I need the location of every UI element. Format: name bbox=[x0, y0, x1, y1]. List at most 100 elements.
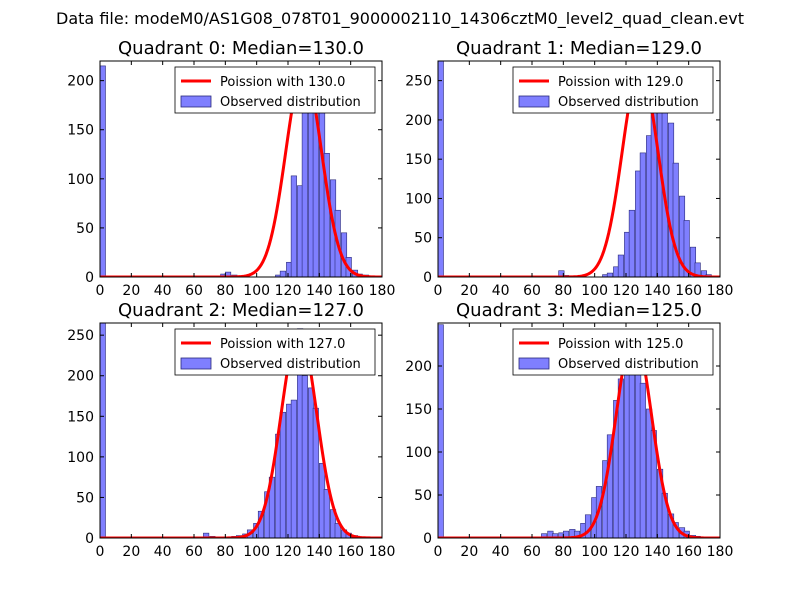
x-tick-label: 40 bbox=[492, 283, 510, 299]
figure-suptitle: Data file: modeM0/AS1G08_078T01_90000021… bbox=[56, 9, 744, 28]
x-tick-label: 120 bbox=[275, 544, 302, 560]
legend-bar-swatch bbox=[518, 357, 550, 370]
legend: Poission with 130.0 Observed distribution bbox=[174, 66, 376, 114]
y-tick-label: 150 bbox=[67, 409, 94, 425]
histogram-bar bbox=[334, 523, 341, 538]
x-tick-label: 100 bbox=[243, 544, 270, 560]
panel-title: Quadrant 1: Median=129.0 bbox=[456, 38, 702, 59]
histogram-bar bbox=[100, 323, 106, 538]
x-tick-label: 180 bbox=[369, 283, 396, 299]
histogram-bar bbox=[672, 162, 679, 277]
histogram-bar bbox=[290, 175, 297, 277]
y-tick-label: 100 bbox=[405, 445, 432, 461]
x-tick-label: 20 bbox=[460, 283, 478, 299]
panel-title: Quadrant 0: Median=130.0 bbox=[118, 38, 364, 59]
x-tick-label: 180 bbox=[707, 544, 734, 560]
x-tick-label: 0 bbox=[96, 283, 105, 299]
x-tick-label: 140 bbox=[306, 544, 333, 560]
quadrant-2-panel: 0 20 40 60 80 100 120 140 160 180 0 50 100 150 200 250 Q… bbox=[67, 300, 395, 560]
legend-entry-fit: Poission with 130.0 bbox=[220, 75, 345, 90]
histogram-bar bbox=[558, 270, 565, 277]
x-tick-label: 120 bbox=[275, 283, 302, 299]
histogram-bar bbox=[279, 270, 286, 277]
x-tick-label: 60 bbox=[185, 544, 203, 560]
x-tick-label: 180 bbox=[369, 544, 396, 560]
y-tick-label: 200 bbox=[67, 369, 94, 385]
x-tick-label: 60 bbox=[185, 283, 203, 299]
plot-area bbox=[438, 61, 720, 277]
legend-entry-fit: Poission with 129.0 bbox=[558, 75, 683, 90]
x-tick-label: 160 bbox=[337, 283, 364, 299]
y-tick-label: 200 bbox=[67, 74, 94, 90]
y-tick-label: 100 bbox=[67, 172, 94, 188]
x-tick-label: 140 bbox=[644, 283, 671, 299]
legend-entry-fit: Poission with 127.0 bbox=[220, 337, 345, 352]
quadrant-3-panel: 0 20 40 60 80 100 120 140 160 180 0 50 100 150 200 Quad… bbox=[405, 300, 733, 560]
legend-bar-swatch bbox=[180, 357, 212, 370]
legend: Poission with 127.0 Observed distribution bbox=[174, 328, 376, 376]
x-tick-label: 40 bbox=[154, 283, 172, 299]
histogram-bar bbox=[606, 272, 613, 277]
x-tick-label: 80 bbox=[554, 544, 572, 560]
y-tick-label: 200 bbox=[405, 113, 432, 129]
y-tick-label: 0 bbox=[423, 531, 432, 547]
y-tick-label: 200 bbox=[405, 359, 432, 375]
poisson-fit-line bbox=[438, 331, 720, 538]
histogram-bar bbox=[203, 532, 210, 538]
histogram-bar bbox=[438, 324, 444, 538]
histogram-bar bbox=[639, 152, 646, 277]
axes-frame bbox=[99, 60, 383, 278]
x-tick-label: 60 bbox=[523, 283, 541, 299]
histogram-bar bbox=[628, 209, 635, 277]
x-tick-label: 100 bbox=[581, 544, 608, 560]
histogram-bar bbox=[617, 254, 624, 277]
legend: Poission with 125.0 Observed distribution bbox=[512, 328, 714, 376]
x-tick-label: 80 bbox=[216, 544, 234, 560]
y-tick-label: 250 bbox=[67, 328, 94, 344]
axes-frame bbox=[99, 322, 383, 539]
legend-entry-observed: Observed distribution bbox=[220, 95, 361, 110]
x-tick-label: 0 bbox=[96, 544, 105, 560]
y-tick-label: 100 bbox=[405, 191, 432, 207]
histogram-bar bbox=[301, 85, 308, 277]
plot-area bbox=[100, 65, 382, 277]
legend: Poission with 129.0 Observed distribution bbox=[512, 66, 714, 114]
x-tick-label: 60 bbox=[523, 544, 541, 560]
histogram-bar bbox=[279, 411, 286, 538]
histogram-bar bbox=[323, 152, 330, 277]
y-tick-label: 50 bbox=[414, 231, 432, 247]
x-tick-label: 140 bbox=[644, 544, 671, 560]
histogram-bar bbox=[323, 489, 330, 538]
x-tick-label: 100 bbox=[581, 283, 608, 299]
legend-entry-observed: Observed distribution bbox=[220, 357, 361, 372]
y-tick-label: 50 bbox=[76, 490, 94, 506]
x-tick-label: 0 bbox=[434, 283, 443, 299]
x-tick-label: 140 bbox=[306, 283, 333, 299]
legend-entry-fit: Poission with 125.0 bbox=[558, 337, 683, 352]
y-tick-label: 0 bbox=[85, 531, 94, 547]
x-tick-label: 120 bbox=[613, 283, 640, 299]
x-tick-label: 80 bbox=[216, 283, 234, 299]
x-tick-label: 100 bbox=[243, 283, 270, 299]
x-tick-label: 120 bbox=[613, 544, 640, 560]
x-tick-label: 160 bbox=[675, 283, 702, 299]
y-tick-label: 250 bbox=[405, 74, 432, 90]
y-tick-label: 100 bbox=[67, 450, 94, 466]
histogram-bar bbox=[438, 61, 444, 277]
y-tick-label: 0 bbox=[85, 270, 94, 286]
quadrant-1-panel: 0 20 40 60 80 100 120 140 160 180 0 50 100 150 200 250 Q… bbox=[405, 38, 733, 299]
x-tick-label: 20 bbox=[122, 544, 140, 560]
histogram-bar bbox=[639, 382, 646, 538]
y-tick-label: 150 bbox=[405, 402, 432, 418]
x-tick-label: 40 bbox=[154, 544, 172, 560]
histogram-bar bbox=[100, 65, 106, 277]
x-tick-label: 20 bbox=[460, 544, 478, 560]
x-tick-label: 80 bbox=[554, 283, 572, 299]
axes-frame bbox=[437, 60, 721, 278]
poisson-fit-line bbox=[100, 329, 382, 538]
poisson-fit-line bbox=[438, 67, 720, 277]
x-tick-label: 0 bbox=[434, 544, 443, 560]
histogram-bar bbox=[301, 375, 308, 538]
y-tick-label: 0 bbox=[423, 270, 432, 286]
